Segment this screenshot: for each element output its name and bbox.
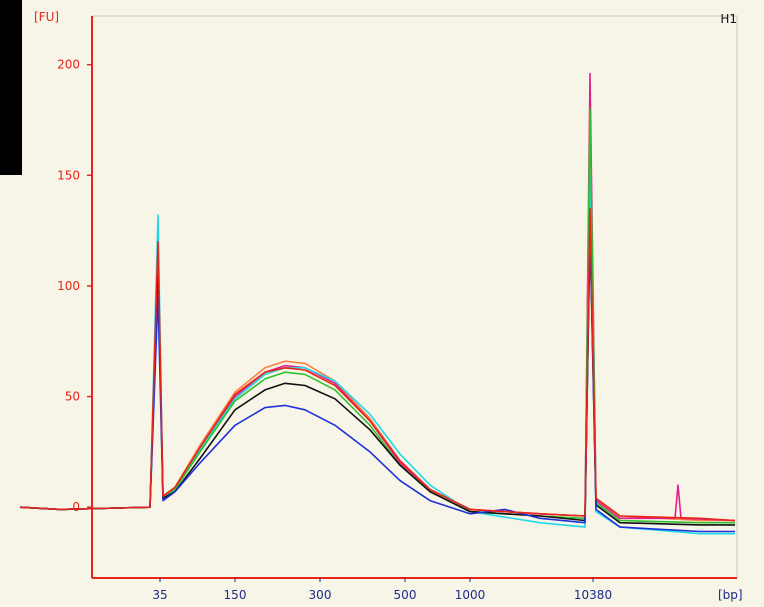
left-edge-strip xyxy=(0,0,22,175)
plot-area xyxy=(91,15,738,579)
x-tick-label: 10380 xyxy=(574,588,612,602)
series-line-7 xyxy=(19,207,736,522)
x-unit-label: [bp] xyxy=(718,588,743,602)
y-tick-label: 0 xyxy=(72,500,80,514)
y-tick-label: 100 xyxy=(57,279,80,293)
series-layer xyxy=(19,72,736,535)
x-tick-label: 150 xyxy=(224,588,247,602)
y-tick-labels: 0 50 100 150 200 xyxy=(57,58,92,514)
x-tick-labels: 35 150 300 500 1000 10380 xyxy=(152,578,612,602)
y-unit-label: [FU] xyxy=(34,10,59,24)
panel-label: H1 xyxy=(720,12,737,26)
x-tick-label: 1000 xyxy=(455,588,486,602)
y-tick-label: 150 xyxy=(57,168,80,182)
axes xyxy=(91,16,737,579)
plot-border xyxy=(91,15,738,579)
x-tick-label: 500 xyxy=(394,588,417,602)
y-tick-label: 50 xyxy=(65,390,80,404)
x-tick-label: 35 xyxy=(152,588,167,602)
x-tick-label: 300 xyxy=(309,588,332,602)
y-tick-label: 200 xyxy=(57,58,80,72)
